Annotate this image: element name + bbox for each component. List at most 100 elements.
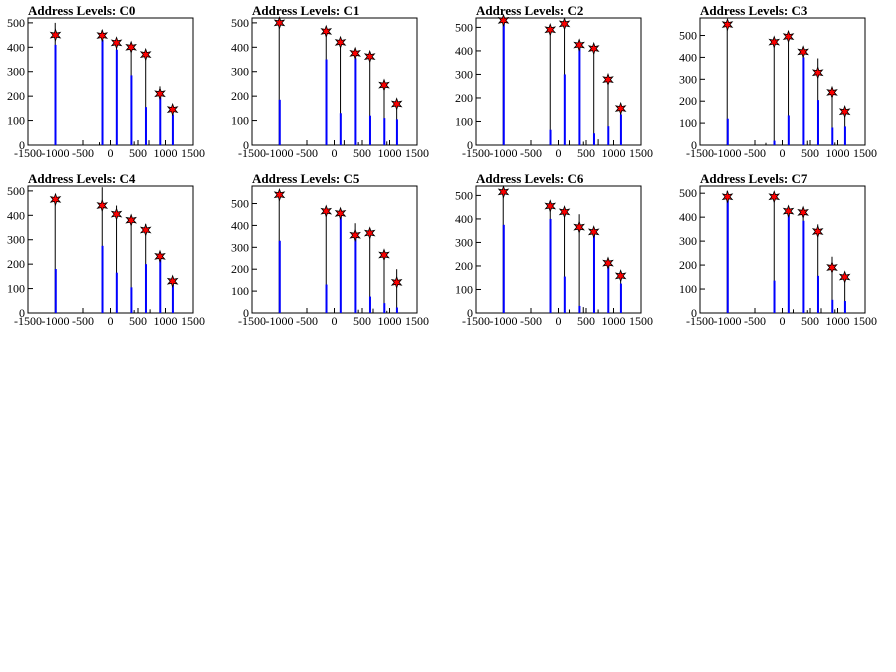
blue-bar	[619, 283, 622, 313]
peak-marker	[768, 190, 781, 204]
x-tick-label: 1000	[826, 314, 850, 328]
peak-marker	[782, 29, 795, 44]
peak-marker	[334, 35, 347, 50]
blue-bar	[802, 57, 805, 146]
plot-frame	[475, 17, 642, 146]
y-tick-label: 500	[455, 188, 473, 202]
blue-bar	[383, 303, 386, 313]
chart-panel: Address Levels: C10100200300400500-1500-…	[231, 3, 429, 160]
x-tick-label: 500	[129, 314, 147, 328]
x-tick-label: -500	[520, 314, 542, 328]
x-tick-label: -1000	[42, 146, 70, 160]
y-tick-label: 200	[679, 258, 697, 272]
x-tick-label: 1500	[181, 314, 205, 328]
blue-bar	[563, 74, 566, 145]
y-tick-label: 0	[19, 138, 25, 152]
blue-bar	[843, 126, 846, 145]
peak-marker	[797, 205, 809, 220]
y-tick-label: 400	[455, 212, 473, 226]
chart-panel: Address Levels: C40100200300400500-1500-…	[7, 171, 205, 328]
x-tick-label: 0	[332, 146, 338, 160]
peak-marker	[96, 28, 109, 43]
chart-title: Address Levels: C0	[28, 3, 135, 18]
x-tick-label: 1000	[378, 314, 402, 328]
peak-marker	[49, 28, 62, 42]
peak-marker	[587, 41, 600, 56]
chart-panel: Address Levels: C70100200300400500-1500-…	[679, 171, 877, 328]
x-tick-label: -1500	[462, 314, 490, 328]
x-tick-label: -500	[744, 314, 766, 328]
peak-marker	[602, 256, 614, 270]
y-tick-label: 300	[679, 234, 697, 248]
plot-frame	[251, 185, 418, 314]
y-tick-label: 0	[691, 306, 697, 320]
y-tick-label: 300	[7, 233, 25, 247]
y-tick-label: 300	[231, 65, 249, 79]
x-tick-label: -500	[296, 146, 318, 160]
x-tick-label: 1500	[629, 146, 653, 160]
peak-marker	[49, 192, 62, 207]
blue-bar	[368, 115, 371, 145]
peak-marker	[166, 102, 179, 117]
y-tick-label: 200	[679, 94, 697, 108]
peak-marker	[811, 224, 824, 239]
blue-bar	[578, 48, 581, 145]
x-tick-label: 0	[556, 314, 562, 328]
blue-bar	[549, 218, 552, 313]
peak-marker	[721, 17, 734, 32]
y-tick-label: 0	[19, 306, 25, 320]
x-tick-label: 1500	[405, 314, 429, 328]
x-tick-label: 500	[577, 146, 595, 160]
peak-marker	[544, 199, 557, 213]
y-tick-label: 500	[679, 186, 697, 200]
plot-frame	[251, 17, 418, 146]
peak-marker	[782, 204, 795, 218]
x-tick-label: 500	[353, 314, 371, 328]
blue-bar	[563, 276, 566, 313]
x-tick-label: 1000	[602, 314, 626, 328]
blue-bar	[787, 115, 790, 145]
blue-bar	[607, 265, 610, 313]
y-tick-label: 200	[231, 262, 249, 276]
x-tick-label: 0	[108, 146, 114, 160]
blue-bar	[278, 240, 281, 313]
peak-marker	[497, 13, 510, 28]
x-tick-label: -500	[296, 314, 318, 328]
peak-marker	[721, 190, 734, 204]
blue-bar	[130, 287, 133, 313]
blue-bar	[54, 44, 57, 145]
y-tick-label: 0	[467, 138, 473, 152]
x-tick-label: 1000	[826, 146, 850, 160]
peak-marker	[768, 35, 781, 49]
y-tick-label: 400	[7, 208, 25, 222]
y-tick-label: 100	[7, 282, 25, 296]
plot-frame	[699, 17, 866, 146]
blue-bar	[395, 307, 398, 313]
y-tick-label: 400	[679, 50, 697, 64]
y-tick-label: 300	[679, 72, 697, 86]
blue-bar	[395, 119, 398, 145]
peak-marker	[125, 40, 137, 55]
y-tick-label: 0	[467, 306, 473, 320]
x-tick-label: 1000	[154, 314, 178, 328]
peak-marker	[96, 198, 109, 213]
x-tick-label: 1500	[181, 146, 205, 160]
y-tick-label: 300	[231, 240, 249, 254]
blue-bar	[726, 118, 729, 145]
peak-marker	[320, 24, 333, 39]
peak-marker	[349, 46, 361, 61]
y-tick-label: 200	[455, 91, 473, 105]
x-tick-label: -1000	[490, 146, 518, 160]
x-tick-label: 1500	[853, 314, 877, 328]
blue-bar	[159, 97, 162, 145]
peak-marker	[378, 78, 390, 92]
x-tick-label: 1000	[378, 146, 402, 160]
peak-marker	[587, 225, 600, 239]
peak-marker	[363, 49, 376, 64]
y-tick-label: 500	[7, 16, 25, 30]
x-tick-label: 500	[801, 314, 819, 328]
y-tick-label: 100	[455, 114, 473, 128]
blue-bar	[773, 280, 776, 313]
blue-bar	[325, 59, 328, 146]
peak-marker	[320, 204, 333, 218]
